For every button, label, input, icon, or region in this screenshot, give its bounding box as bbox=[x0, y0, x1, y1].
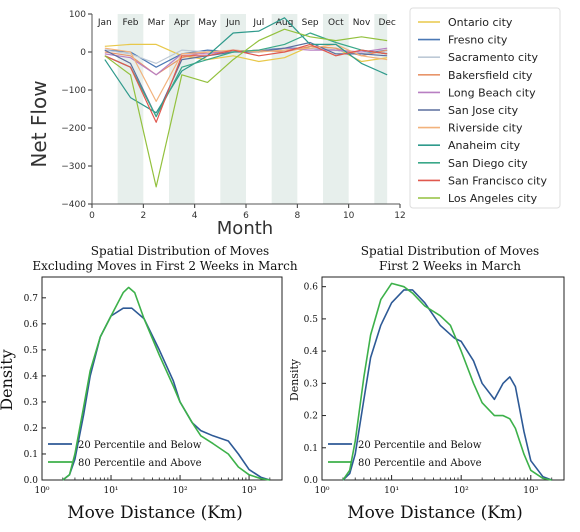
x-tick-label: 10¹ bbox=[103, 486, 118, 496]
y-tick-label: 0.0 bbox=[304, 476, 319, 486]
series-line bbox=[104, 32, 388, 118]
legend-entry: 20 Percentile and Below bbox=[358, 440, 482, 451]
x-tick-label: 10³ bbox=[242, 486, 257, 496]
y-tick-label: 0.6 bbox=[304, 283, 319, 293]
month-label: Jan bbox=[97, 18, 112, 28]
y-tick-label: 0.1 bbox=[24, 450, 38, 460]
plot-frame bbox=[321, 276, 565, 481]
y-tick-label: 0.5 bbox=[24, 346, 39, 356]
y-tick-label: 100 bbox=[69, 10, 86, 20]
shaded-band bbox=[220, 14, 246, 204]
month-label: Nov bbox=[353, 18, 371, 28]
density-line bbox=[62, 307, 271, 481]
x-tick-label: 10⁰ bbox=[34, 486, 49, 496]
legend-entry: Riverside city bbox=[448, 122, 523, 135]
month-label: Feb bbox=[123, 18, 139, 28]
y-tick-label: 0.3 bbox=[24, 398, 39, 408]
month-label: May bbox=[198, 18, 217, 28]
y-tick-label: 0.5 bbox=[304, 315, 319, 325]
x-tick-label: 0 bbox=[89, 211, 95, 221]
legend-entry: Los Angeles city bbox=[448, 192, 538, 205]
net-flow-chart: Net Flow Month Jan Feb Mar Apr May Jun Jul Aug S… bbox=[27, 10, 406, 239]
month-label: Oct bbox=[328, 18, 344, 28]
legend-entry: Sacramento city bbox=[448, 51, 538, 64]
x-tick-label: 12 bbox=[394, 211, 405, 221]
month-label: Jun bbox=[225, 18, 240, 28]
top-xlabel: Month bbox=[217, 218, 273, 239]
y-tick-label: 0.7 bbox=[24, 294, 39, 304]
x-tick-label: 10² bbox=[454, 486, 469, 496]
density-line bbox=[62, 286, 270, 481]
y-tick-label: 0.1 bbox=[304, 444, 318, 454]
y-tick-label: 0 bbox=[80, 48, 86, 58]
series-line bbox=[104, 28, 388, 188]
x-tick-label: 8 bbox=[294, 211, 300, 221]
legend-entry: Anaheim city bbox=[448, 139, 521, 152]
series-line bbox=[104, 17, 388, 114]
density-chart-first-2-weeks: Spatial Distribution of Moves First 2 We… bbox=[288, 244, 565, 523]
bl-ylabel: Density bbox=[0, 349, 16, 410]
y-tick-label: 0.2 bbox=[24, 424, 38, 434]
legend-entry: Fresno city bbox=[448, 34, 508, 47]
month-label: Mar bbox=[148, 18, 165, 28]
legend-entry: San Diego city bbox=[448, 157, 528, 170]
shaded-band bbox=[374, 14, 388, 204]
y-tick-label: −100 bbox=[61, 86, 86, 96]
x-tick-label: 10¹ bbox=[384, 486, 399, 496]
y-tick-label: −400 bbox=[61, 200, 86, 210]
legend-entry: San Jose city bbox=[448, 104, 519, 117]
shaded-band bbox=[117, 14, 144, 204]
br-ylabel: Density bbox=[288, 358, 301, 401]
shaded-band bbox=[169, 14, 195, 204]
series-line bbox=[104, 43, 388, 123]
br-subtitle: First 2 Weeks in March bbox=[379, 259, 521, 273]
legend-entry: Ontario city bbox=[448, 16, 513, 29]
density-line bbox=[342, 282, 552, 481]
x-tick-label: 10⁰ bbox=[314, 486, 329, 496]
br-title: Spatial Distribution of Moves bbox=[361, 244, 539, 258]
legend-entry: Long Beach city bbox=[448, 86, 536, 99]
bl-xlabel: Move Distance (Km) bbox=[67, 503, 243, 523]
month-label: Apr bbox=[174, 18, 190, 28]
net-flow-legend: Ontario city Fresno city Sacramento city Ba… bbox=[409, 7, 561, 209]
y-tick-label: 0.6 bbox=[24, 320, 39, 330]
br-xlabel: Move Distance (Km) bbox=[347, 503, 523, 523]
legend-entry: 20 Percentile and Below bbox=[78, 440, 202, 451]
x-tick-label: 10³ bbox=[523, 486, 538, 496]
top-ylabel: Net Flow bbox=[27, 80, 51, 167]
density-chart-excluding: Spatial Distribution of Moves Excluding … bbox=[0, 244, 298, 523]
y-tick-label: 0.4 bbox=[304, 347, 319, 357]
month-label: Aug bbox=[276, 18, 294, 28]
y-tick-label: −300 bbox=[61, 162, 86, 172]
legend-entry: Bakersfield city bbox=[448, 69, 533, 82]
y-tick-label: 0.3 bbox=[304, 379, 319, 389]
legend-box bbox=[409, 7, 561, 209]
y-tick-label: 0.0 bbox=[24, 476, 39, 486]
legend-entry: 80 Percentile and Above bbox=[358, 458, 482, 469]
month-label: Dec bbox=[378, 18, 395, 28]
month-label: Jul bbox=[252, 18, 264, 28]
month-label: Sep bbox=[302, 18, 319, 28]
x-tick-label: 10² bbox=[173, 486, 188, 496]
x-tick-label: 6 bbox=[243, 211, 249, 221]
x-tick-label: 2 bbox=[140, 211, 146, 221]
legend-entry: 80 Percentile and Above bbox=[78, 458, 202, 469]
y-tick-label: 0.4 bbox=[24, 372, 39, 382]
bl-title: Spatial Distribution of Moves bbox=[91, 244, 269, 258]
legend-entry: San Francisco city bbox=[448, 174, 547, 187]
bl-subtitle: Excluding Moves in First 2 Weeks in Marc… bbox=[32, 259, 298, 273]
plot-frame bbox=[41, 276, 283, 481]
shaded-band bbox=[271, 14, 298, 204]
y-tick-label: 0.2 bbox=[304, 412, 318, 422]
density-line bbox=[342, 289, 552, 481]
y-tick-label: −200 bbox=[61, 124, 86, 134]
x-tick-label: 4 bbox=[192, 211, 198, 221]
x-tick-label: 10 bbox=[343, 211, 355, 221]
